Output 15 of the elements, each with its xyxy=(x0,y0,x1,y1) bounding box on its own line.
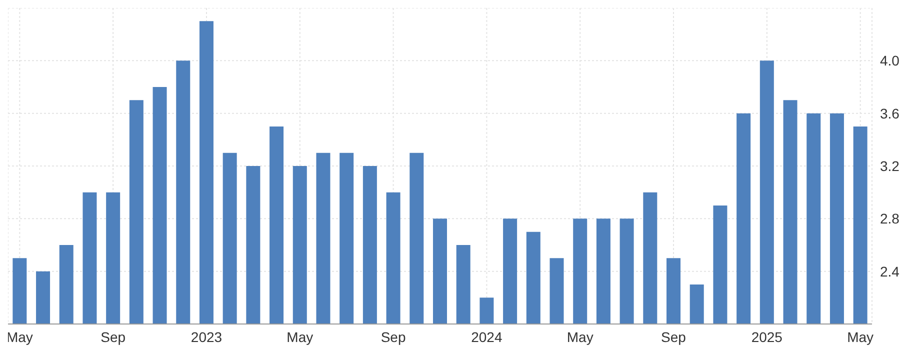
x-tick-label: Sep xyxy=(661,328,686,345)
x-tick-label: May xyxy=(286,328,314,345)
x-tick-label: 2024 xyxy=(471,328,502,345)
x-tick-label: May xyxy=(847,328,874,345)
y-tick-label: 2.4 xyxy=(880,263,900,280)
x-tick-label: 2025 xyxy=(751,328,783,345)
y-tick-label: 4.0 xyxy=(880,52,900,69)
y-tick-label: 3.2 xyxy=(880,158,900,174)
x-tick-label: Sep xyxy=(380,328,406,345)
y-tick-label: 2.8 xyxy=(880,210,900,227)
x-tick-label: May xyxy=(6,328,33,345)
y-tick-label: 3.6 xyxy=(880,105,900,122)
x-tick-label: May xyxy=(566,328,594,345)
x-tick-label: 2023 xyxy=(190,328,222,345)
x-tick-label: Sep xyxy=(100,328,126,345)
